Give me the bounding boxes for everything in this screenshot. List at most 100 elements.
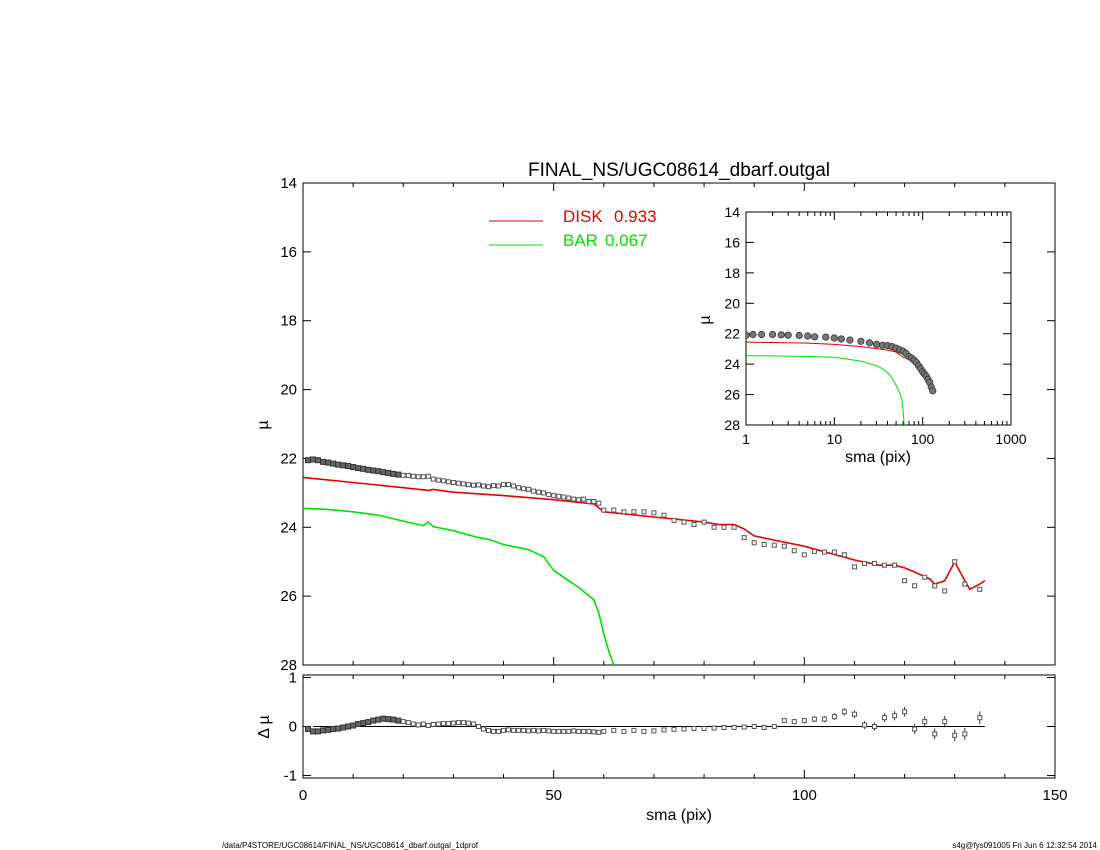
residual-data-point — [325, 726, 332, 733]
residual-data-point — [481, 726, 486, 732]
main-data-point — [330, 460, 337, 467]
main-data-point — [701, 519, 707, 525]
main-data-point — [892, 562, 898, 568]
inset-xtick-label: 100 — [911, 431, 935, 447]
residual-plot-area — [305, 706, 983, 742]
residual-data-point — [476, 724, 481, 729]
main-data-point — [571, 496, 577, 502]
main-data-point — [962, 581, 968, 587]
residual-data-point — [400, 719, 406, 725]
main-data-point — [661, 512, 667, 518]
residual-data-point — [365, 719, 372, 726]
main-data-point — [821, 549, 827, 555]
residual-ytick-label: 1 — [289, 669, 297, 686]
residual-data-point — [561, 728, 567, 734]
residual-data-point — [465, 720, 471, 726]
inset-data-point — [830, 334, 838, 342]
inset-data-point — [749, 330, 757, 339]
main-data-point — [761, 542, 767, 547]
inset-ytick-label: 16 — [724, 234, 740, 250]
inset-plot-area — [746, 330, 937, 425]
residual-data-point — [962, 731, 968, 737]
residual-data-point — [852, 711, 857, 717]
legend-disk-label: DISK — [563, 207, 603, 226]
chart-title: FINAL_NS/UGC08614_dbarf.outgal — [528, 160, 830, 181]
residual-ytick-label: 0 — [289, 719, 297, 736]
inset-ytick-label: 28 — [724, 417, 740, 433]
inset-xtick-label: 1000 — [995, 431, 1026, 447]
residual-data-point — [641, 728, 647, 734]
bar-series — [303, 507, 615, 665]
inset-ytick-label: 24 — [724, 356, 740, 372]
residual-data-point — [571, 728, 577, 734]
residual-data-point — [496, 728, 501, 734]
main-data-point — [671, 517, 677, 523]
residual-data-point — [882, 715, 887, 721]
main-data-point — [977, 586, 983, 592]
residual-x-axis: 0 50 100 150 — [299, 675, 1068, 804]
main-data-point — [751, 540, 757, 546]
residual-data-point — [892, 713, 898, 719]
main-data-point — [365, 466, 372, 473]
residual-data-point — [521, 727, 527, 733]
residual-data-point — [872, 724, 877, 729]
disk-series — [303, 476, 986, 591]
main-data-point — [355, 465, 362, 472]
inset-background — [746, 212, 1011, 425]
inset-data-points-series — [746, 330, 937, 395]
main-ytick-label: 26 — [280, 588, 297, 605]
inset-data-point — [777, 331, 785, 339]
legend-bar-label: BAR — [563, 231, 598, 250]
main-ytick-label: 28 — [280, 657, 297, 674]
residual-data-point — [581, 728, 587, 734]
main-data-point — [325, 459, 332, 466]
residual-data-point — [942, 719, 948, 725]
inset-data-point — [822, 333, 830, 341]
main-data-point — [430, 476, 436, 482]
main-data-point — [781, 543, 787, 549]
main-data-point — [621, 509, 627, 515]
main-data-point — [340, 462, 347, 469]
main-data-point — [566, 495, 572, 501]
residual-data-point — [355, 721, 362, 727]
main-data-point — [691, 522, 697, 527]
residual-data-point — [801, 718, 807, 724]
residual-data-point — [410, 721, 416, 727]
main-data-point — [501, 482, 506, 488]
main-data-point — [556, 493, 562, 499]
main-y-axis-label: µ — [255, 420, 272, 429]
residual-points-series — [305, 706, 983, 742]
main-data-point — [546, 492, 552, 498]
inset-ytick-label: 18 — [724, 265, 740, 281]
residual-data-point — [601, 728, 607, 734]
residual-data-point — [771, 724, 777, 729]
main-data-point — [526, 486, 532, 492]
residual-x-axis-label: sma (pix) — [646, 807, 712, 824]
residual-data-point — [345, 723, 352, 730]
inset-data-point — [872, 340, 881, 348]
inset-data-point — [804, 332, 812, 340]
residual-data-point — [932, 731, 938, 737]
residual-data-point — [576, 728, 582, 734]
main-data-point — [811, 548, 817, 554]
main-data-point — [902, 578, 908, 584]
residual-data-point — [516, 727, 522, 733]
main-data-point — [841, 552, 847, 558]
residual-data-point — [350, 722, 357, 729]
main-data-point — [350, 464, 357, 470]
residual-data-point — [781, 718, 787, 724]
residual-data-point — [430, 722, 436, 727]
main-data-point — [385, 469, 392, 476]
main-data-point — [912, 583, 918, 589]
residual-data-point — [320, 727, 327, 734]
inset-data-point — [811, 333, 819, 341]
residual-y-axis: 1 0 -1 — [284, 669, 1055, 785]
residual-data-point — [541, 727, 547, 733]
residual-data-point — [455, 720, 461, 726]
residual-data-point — [596, 729, 602, 735]
main-data-point — [521, 486, 527, 492]
main-data-point — [481, 483, 486, 489]
residual-data-point — [385, 716, 392, 723]
residual-data-point — [330, 726, 337, 732]
